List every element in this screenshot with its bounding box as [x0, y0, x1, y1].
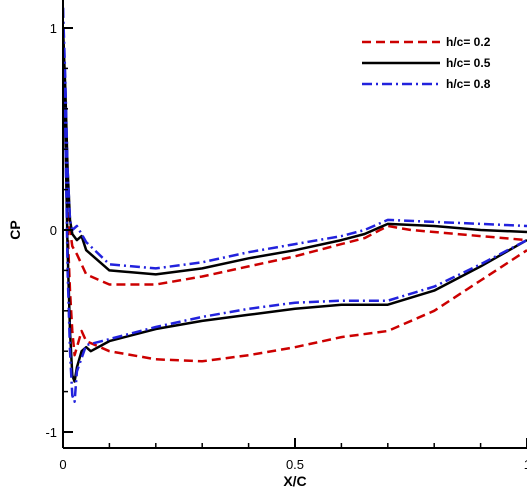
y-tick-label-2: 1: [50, 21, 57, 36]
series-line-3-upper: [63, 7, 527, 270]
series-layer: [63, 7, 527, 403]
legend: h/c= 0.2 h/c= 0.5 h/c= 0.8: [362, 35, 491, 91]
x-axis-label: X/C: [283, 473, 306, 489]
series-line-3-lower: [63, 7, 527, 403]
x-tick-label-1: 0.5: [286, 457, 304, 472]
y-tick-label-0: -1: [45, 425, 57, 440]
legend-label-1: h/c= 0.2: [446, 35, 491, 49]
y-axis-label: CP: [7, 220, 23, 239]
y-tick-label-1: 0: [50, 223, 57, 238]
ticks: 0 0.5 1 -1 0 1: [45, 21, 527, 472]
legend-label-2: h/c= 0.5: [446, 56, 491, 70]
legend-label-3: h/c= 0.8: [446, 77, 491, 91]
series-line-1-lower: [63, 58, 527, 363]
x-tick-label-0: 0: [59, 457, 66, 472]
series-line-2-lower: [63, 27, 527, 383]
x-tick-label-2: 1: [524, 457, 527, 472]
series-line-2-upper: [63, 27, 527, 276]
